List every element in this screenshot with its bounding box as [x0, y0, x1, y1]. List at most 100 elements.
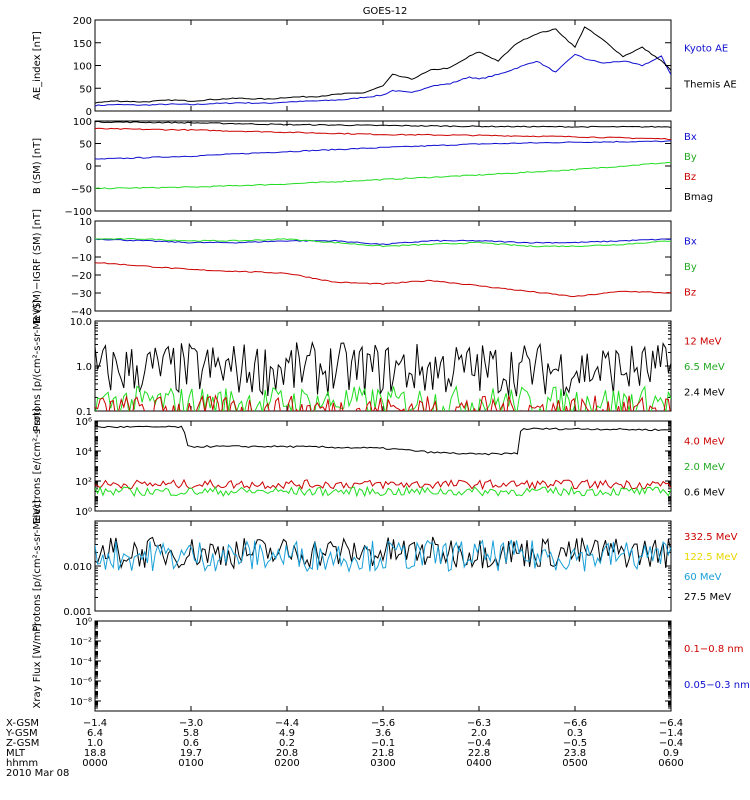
- series-line-2-4-mev: [95, 340, 671, 397]
- ephemeris-value: −0.1: [371, 738, 395, 749]
- legend-entry: 0.1−0.8 nm: [684, 644, 743, 655]
- ephemeris-value: −3.0: [179, 718, 203, 729]
- legend-entry: 0.6 MeV: [684, 488, 725, 499]
- legend-entry: Bx: [684, 132, 697, 143]
- panel-frame: [94, 320, 672, 412]
- legend-entry: Bz: [684, 288, 696, 299]
- ephemeris-value: 20.8: [276, 748, 298, 759]
- ephemeris-value: 0.3: [567, 728, 583, 739]
- y-tick-label: 50: [79, 140, 92, 151]
- ephemeris-value: 2.0: [471, 728, 487, 739]
- y-tick-label: 50: [79, 84, 92, 95]
- ephemeris-row-label: hhmm: [6, 758, 38, 769]
- ephemeris-row-label: Z-GSM: [6, 738, 39, 749]
- legend-entry: Themis AE: [683, 80, 737, 91]
- ephemeris-value: −0.4: [659, 738, 683, 749]
- panel-frame: [94, 620, 672, 712]
- ephemeris-value: 6.4: [87, 728, 103, 739]
- ephemeris-value: 1.0: [87, 738, 103, 749]
- ephemeris-value: −6.4: [659, 718, 683, 729]
- y-tick-label: 10⁰: [75, 507, 92, 518]
- y-tick-label: −100: [65, 207, 92, 218]
- y-tick-label: 0: [86, 162, 92, 173]
- series-line-6-5-mev: [95, 385, 671, 411]
- panel-frame: [94, 520, 672, 612]
- legend-entry: By: [684, 152, 697, 163]
- ephemeris-value: 0400: [466, 758, 491, 769]
- ephemeris-value: 22.8: [468, 748, 490, 759]
- legend-entry: 0.05−0.3 nm: [684, 680, 750, 691]
- ephemeris-value: 3.6: [375, 728, 391, 739]
- ephemeris-value: 0500: [562, 758, 587, 769]
- panel-4: 0.1 1.0 10.0 Protons [p/(cm²-s-sr-MeV)] 12 M…: [32, 300, 725, 432]
- legend-entry: 332.5 MeV: [684, 532, 738, 543]
- ephemeris-value: −6.6: [563, 718, 587, 729]
- y-tick-label: 0: [86, 107, 92, 118]
- y-axis-label: Xray Flux [W/m²]: [32, 623, 43, 708]
- series-line-kyoto-ae: [95, 53, 671, 107]
- legend-entry: Kyoto AE: [684, 43, 728, 54]
- y-tick-label: −20: [71, 271, 92, 282]
- ephemeris-value: 0000: [82, 758, 107, 769]
- legend-entry: Bx: [684, 236, 697, 247]
- y-axis-label: Protons [p/(cm²-s-sr-MeV)]: [32, 300, 43, 432]
- ephemeris-value: 0100: [178, 758, 203, 769]
- series-line-2-0-mev: [95, 485, 671, 498]
- y-axis-label: Electrons [e/(cm²-s-sr)]: [32, 408, 43, 524]
- y-tick-label: 100: [73, 117, 92, 128]
- y-tick-label: 200: [73, 16, 92, 27]
- ephemeris-value: −1.4: [83, 718, 107, 729]
- panel-7: 10⁻⁸ 10⁻⁶ 10⁻⁴ 10⁻² 10⁰ Xray Flux [W/m²] 0.1−0…: [32, 617, 750, 712]
- series-line-27-5-mev: [95, 536, 671, 570]
- series-line-bz: [95, 127, 671, 140]
- y-tick-label: 10⁶: [75, 417, 92, 428]
- panel-frame: [94, 19, 672, 112]
- panel-6: 0.001 0.010 Protons [p/(cm²-s-sr-MeV)] 332.…: [32, 500, 738, 632]
- ephemeris-value: 23.8: [564, 748, 586, 759]
- ephemeris-value: −4.4: [275, 718, 299, 729]
- ephemeris-value: 0300: [370, 758, 395, 769]
- series-line-4-0-mev: [95, 478, 671, 491]
- panel-5: 10⁰ 10² 10⁴ 10⁶ Electrons [e/(cm²-s-sr)] 4.0 …: [32, 408, 725, 524]
- legend-entry: 2.0 MeV: [684, 462, 725, 473]
- legend-entry: By: [684, 262, 697, 273]
- ephemeris-value: −6.3: [467, 718, 491, 729]
- ephemeris-value: 18.8: [84, 748, 106, 759]
- legend-entry: 60 MeV: [684, 572, 722, 583]
- ephemeris-value: 0.9: [663, 748, 679, 759]
- legend-entry: Bmag: [684, 192, 713, 203]
- y-tick-label: 10⁴: [75, 447, 92, 458]
- series-line-by: [95, 162, 671, 190]
- ephemeris-value: 21.8: [372, 748, 394, 759]
- y-tick-label: 10⁻⁴: [70, 657, 92, 668]
- ephemeris-row-label: MLT: [6, 748, 26, 759]
- y-tick-label: 10⁰: [75, 617, 92, 628]
- series-line-12-mev: [95, 393, 671, 411]
- y-tick-label: −30: [71, 289, 92, 300]
- ephemeris-row-label: Y-GSM: [5, 728, 38, 739]
- ephemeris-value: 5.8: [183, 728, 199, 739]
- series-line-bx: [95, 140, 671, 160]
- y-tick-label: 0.001: [63, 607, 92, 618]
- y-tick-label: −40: [71, 307, 92, 318]
- y-tick-label: 0: [86, 235, 92, 246]
- y-axis-label: B (SM) [nT]: [32, 138, 43, 194]
- series-line-0-6-mev: [95, 425, 671, 456]
- y-axis-label: AE_index [nT]: [32, 31, 43, 100]
- series-line-by: [95, 237, 671, 248]
- series-line-bz: [95, 262, 671, 298]
- legend-entry: 6.5 MeV: [684, 362, 725, 373]
- series-line-bx: [95, 238, 671, 246]
- series-line-bmag: [95, 121, 671, 128]
- ephemeris-value: −1.4: [659, 728, 683, 739]
- panel-frame: [94, 420, 672, 512]
- date-label: 2010 Mar 08: [6, 768, 69, 779]
- y-tick-label: −50: [71, 185, 92, 196]
- ephemeris-value: 0200: [274, 758, 299, 769]
- ephemeris-value: −5.6: [371, 718, 395, 729]
- y-tick-label: 1.0: [76, 362, 92, 373]
- legend-entry: 4.0 MeV: [684, 436, 725, 447]
- legend-entry: 27.5 MeV: [684, 592, 731, 603]
- y-axis-label: Protons [p/(cm²-s-sr-MeV)]: [32, 500, 43, 632]
